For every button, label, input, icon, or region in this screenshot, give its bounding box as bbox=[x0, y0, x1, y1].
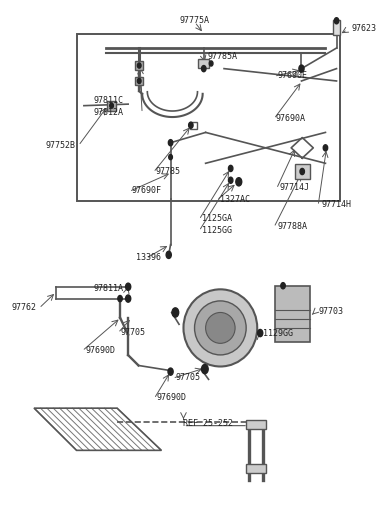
Text: 13396: 13396 bbox=[136, 253, 161, 262]
Circle shape bbox=[323, 145, 328, 151]
Bar bbox=[246, 464, 266, 473]
Circle shape bbox=[229, 177, 233, 184]
Ellipse shape bbox=[183, 289, 257, 367]
Circle shape bbox=[201, 66, 206, 72]
Circle shape bbox=[172, 308, 179, 317]
Text: 97785: 97785 bbox=[156, 167, 181, 176]
Bar bbox=[333, 20, 340, 35]
Bar bbox=[107, 100, 116, 111]
Circle shape bbox=[137, 63, 141, 68]
Circle shape bbox=[169, 139, 173, 146]
Circle shape bbox=[118, 295, 122, 302]
Circle shape bbox=[126, 295, 131, 302]
Bar bbox=[198, 59, 209, 68]
Bar bbox=[246, 420, 266, 429]
Circle shape bbox=[189, 122, 193, 128]
Text: 97714J: 97714J bbox=[279, 184, 309, 192]
Ellipse shape bbox=[206, 313, 235, 343]
Text: 97812A: 97812A bbox=[93, 108, 123, 117]
Text: 97623: 97623 bbox=[351, 24, 376, 33]
Polygon shape bbox=[34, 408, 161, 450]
Text: 1129GG: 1129GG bbox=[263, 329, 293, 337]
Text: 97775A: 97775A bbox=[180, 16, 210, 25]
Circle shape bbox=[126, 283, 131, 290]
Bar bbox=[190, 122, 197, 128]
Circle shape bbox=[110, 103, 113, 108]
Circle shape bbox=[236, 178, 242, 186]
Text: 97811A: 97811A bbox=[93, 284, 123, 293]
Text: 97690F: 97690F bbox=[132, 186, 162, 195]
Circle shape bbox=[299, 65, 304, 72]
Text: 97690A: 97690A bbox=[276, 114, 306, 123]
Text: 97788A: 97788A bbox=[278, 222, 308, 231]
Text: 1327AC: 1327AC bbox=[219, 195, 250, 204]
Text: 97705: 97705 bbox=[175, 373, 200, 382]
Text: 97705: 97705 bbox=[121, 328, 146, 336]
Text: REF 25-252: REF 25-252 bbox=[183, 419, 234, 428]
Ellipse shape bbox=[195, 301, 246, 355]
Bar bbox=[135, 77, 143, 85]
Circle shape bbox=[137, 79, 141, 84]
Text: 97714H: 97714H bbox=[322, 200, 352, 210]
Text: 97752B: 97752B bbox=[45, 141, 75, 150]
Text: 1125GA: 1125GA bbox=[202, 214, 232, 224]
Text: 97811C: 97811C bbox=[93, 96, 123, 105]
Text: 97690D: 97690D bbox=[157, 393, 187, 402]
Text: 97690E: 97690E bbox=[278, 71, 308, 80]
Text: 1125GG: 1125GG bbox=[202, 226, 232, 235]
Text: 97762: 97762 bbox=[12, 303, 37, 312]
Circle shape bbox=[168, 368, 173, 375]
Circle shape bbox=[334, 18, 339, 24]
Bar bbox=[275, 285, 310, 342]
Text: 97690D: 97690D bbox=[86, 345, 116, 355]
Circle shape bbox=[258, 330, 263, 336]
Circle shape bbox=[300, 168, 304, 175]
Circle shape bbox=[166, 251, 171, 258]
Bar bbox=[77, 34, 340, 201]
Circle shape bbox=[281, 283, 285, 289]
Circle shape bbox=[201, 365, 208, 374]
Circle shape bbox=[209, 61, 213, 66]
Circle shape bbox=[229, 165, 233, 172]
Text: 97785A: 97785A bbox=[208, 53, 237, 61]
Bar bbox=[295, 164, 309, 179]
Bar bbox=[135, 61, 143, 70]
Circle shape bbox=[169, 154, 172, 160]
Text: 97703: 97703 bbox=[318, 307, 343, 316]
